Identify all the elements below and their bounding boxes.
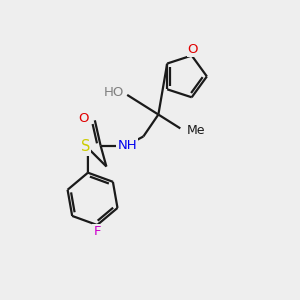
- Text: O: O: [188, 43, 198, 56]
- Text: S: S: [81, 140, 90, 154]
- Text: O: O: [79, 112, 89, 124]
- Text: Me: Me: [187, 124, 206, 137]
- Text: F: F: [93, 225, 101, 239]
- Text: HO: HO: [103, 86, 124, 99]
- Text: NH: NH: [117, 139, 137, 152]
